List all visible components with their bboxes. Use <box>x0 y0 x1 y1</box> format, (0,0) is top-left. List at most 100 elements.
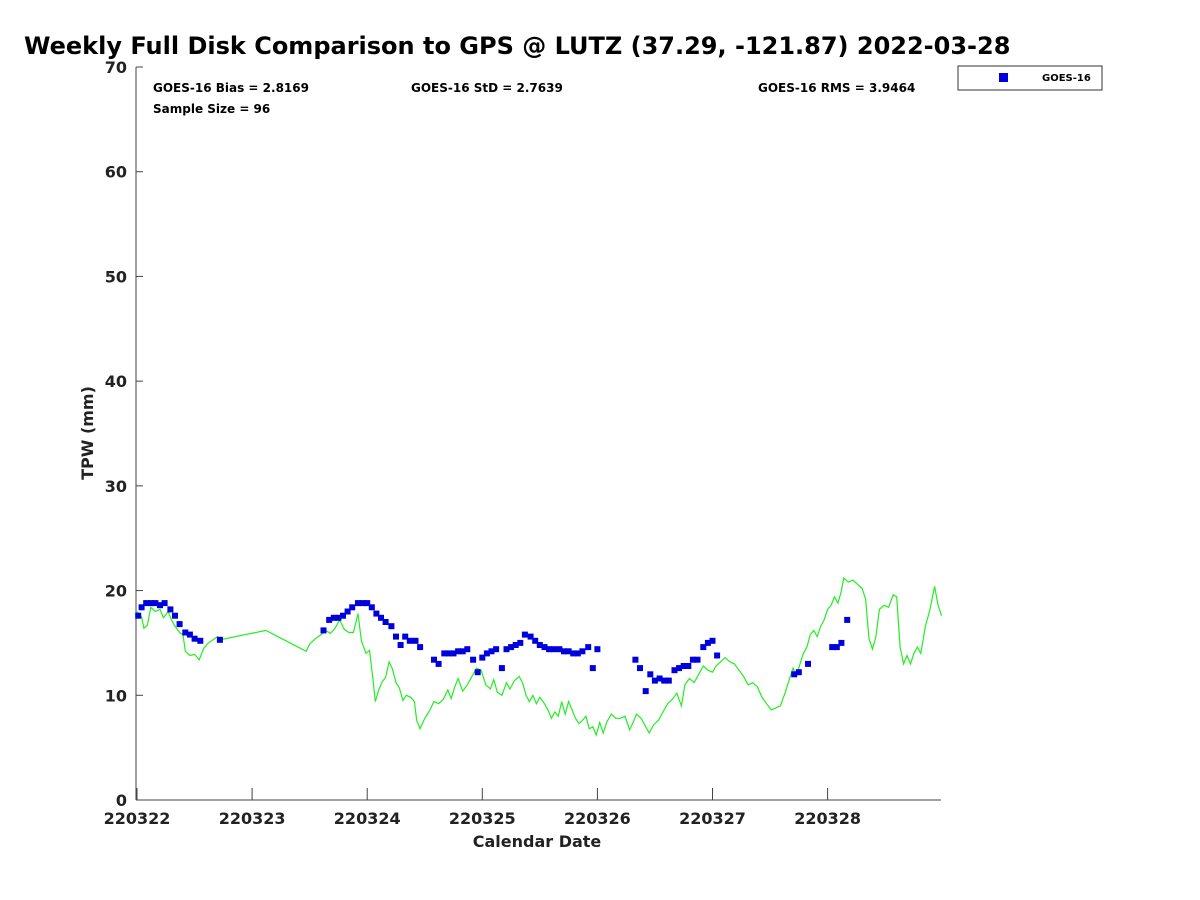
goes16-point <box>694 656 701 663</box>
x-tick-label: 220324 <box>334 809 401 828</box>
goes16-point <box>527 633 534 640</box>
goes16-point <box>483 650 490 657</box>
goes16-point <box>135 612 142 619</box>
goes16-point <box>676 665 683 672</box>
goes16-point <box>406 637 413 644</box>
legend: GOES-16 <box>957 65 1103 91</box>
goes16-point <box>157 602 163 609</box>
goes16-point <box>393 633 399 640</box>
y-axis-ticks: 0 10 20 30 40 50 60 70 <box>105 58 143 810</box>
goes16-point <box>479 654 486 661</box>
goes16-point <box>550 646 557 653</box>
goes16-point <box>647 671 654 678</box>
goes16-point <box>700 644 707 651</box>
goes16-point <box>368 604 375 611</box>
goes16-point <box>355 600 361 607</box>
goes16-point <box>532 637 539 644</box>
goes16-point <box>838 639 845 646</box>
goes16-point <box>186 631 193 638</box>
goes16-point <box>805 660 811 667</box>
goes16-point <box>388 623 395 630</box>
goes16-point <box>585 644 592 651</box>
goes16-point <box>455 648 462 655</box>
goes16-point <box>335 614 342 621</box>
goes16-point <box>459 648 466 655</box>
y-tick-label: 0 <box>116 791 127 810</box>
goes16-point <box>152 600 159 607</box>
goes16-point <box>574 650 581 657</box>
x-tick-label: 220326 <box>564 809 631 828</box>
x-tick-label: 220325 <box>449 809 516 828</box>
goes16-point <box>431 656 437 663</box>
goes16-point <box>503 646 510 653</box>
goes16-point <box>216 636 223 643</box>
legend-marker-goes16 <box>999 73 1008 82</box>
goes16-point <box>665 677 672 684</box>
goes16-point <box>493 646 500 653</box>
goes16-point <box>364 600 371 607</box>
goes16-point <box>474 669 481 676</box>
stat-rms: GOES-16 RMS = 3.9464 <box>758 81 915 95</box>
goes16-point <box>517 639 524 646</box>
goes16-point <box>450 650 457 657</box>
goes16-point <box>197 637 204 644</box>
goes16-point <box>147 600 154 607</box>
goes16-point <box>833 644 840 651</box>
goes16-point <box>512 642 519 648</box>
goes16-point <box>680 663 687 669</box>
y-tick-label: 40 <box>105 372 127 391</box>
goes16-series <box>135 600 851 695</box>
goes16-point <box>556 646 563 653</box>
goes16-point <box>689 656 696 663</box>
goes16-point <box>632 656 639 663</box>
goes16-point <box>561 648 567 655</box>
y-axis-label: TPW (mm) <box>78 386 97 480</box>
goes16-point <box>829 644 836 651</box>
goes16-point <box>579 648 586 655</box>
goes16-point <box>536 642 543 648</box>
x-tick-label: 220323 <box>219 809 286 828</box>
goes16-point <box>570 650 577 657</box>
plot-area <box>135 67 941 801</box>
goes16-point <box>521 631 528 638</box>
gps-line <box>136 576 943 737</box>
goes16-point <box>714 652 721 659</box>
goes16-point <box>671 667 678 674</box>
y-tick-label: 70 <box>105 58 127 77</box>
goes16-point <box>795 669 802 676</box>
stat-std: GOES-16 StD = 2.7639 <box>411 81 563 95</box>
goes16-point <box>651 677 658 684</box>
goes16-point <box>172 612 178 619</box>
gps-series <box>136 576 943 737</box>
goes16-point <box>441 650 448 657</box>
goes16-point <box>373 610 380 617</box>
goes16-point <box>167 606 174 613</box>
y-tick-label: 20 <box>105 582 127 601</box>
goes16-point <box>685 663 692 669</box>
legend-box <box>957 65 1103 91</box>
goes16-point <box>182 629 189 636</box>
goes16-point <box>508 644 515 651</box>
goes16-point <box>661 677 668 684</box>
goes16-point <box>656 675 663 682</box>
chart-title: Weekly Full Disk Comparison to GPS @ LUT… <box>24 32 1010 60</box>
goes16-point <box>637 665 643 672</box>
x-tick-label: 220327 <box>679 809 746 828</box>
goes16-point <box>412 637 419 644</box>
stat-sample-size: Sample Size = 96 <box>153 102 270 116</box>
y-tick-label: 50 <box>105 267 127 286</box>
goes16-point <box>470 656 477 663</box>
goes16-point <box>349 604 356 611</box>
y-tick-label: 10 <box>105 686 127 705</box>
goes16-point <box>445 650 452 657</box>
goes16-point <box>344 608 351 615</box>
goes16-point <box>709 637 716 644</box>
goes16-point <box>464 646 471 653</box>
goes16-point <box>704 639 711 646</box>
x-axis-label: Calendar Date <box>473 832 602 851</box>
stat-bias: GOES-16 Bias = 2.8169 <box>153 81 309 95</box>
goes16-point <box>340 612 346 619</box>
x-tick-label: 220322 <box>104 809 171 828</box>
goes16-point <box>594 646 601 653</box>
